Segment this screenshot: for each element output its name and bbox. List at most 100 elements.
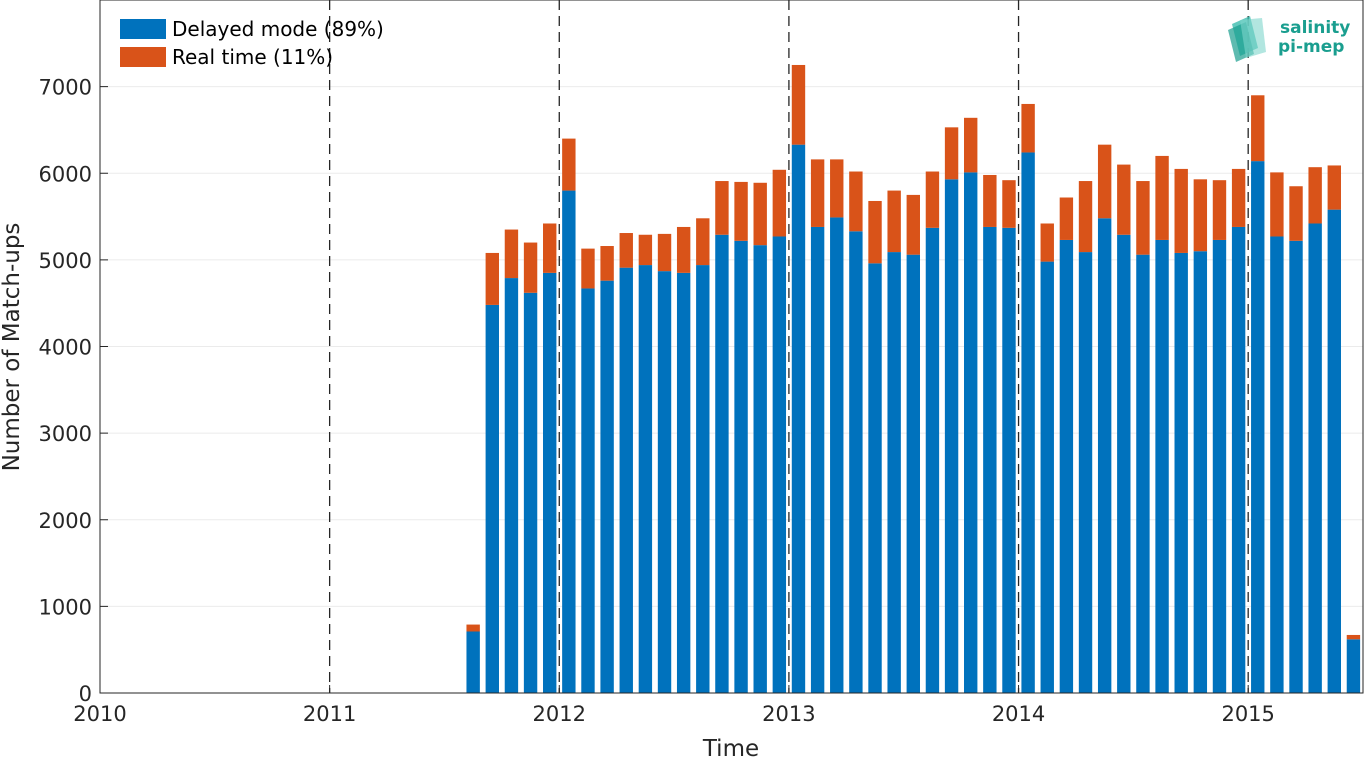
bar-delayed-mode [1117,234,1131,693]
bar-real-time [868,200,882,264]
bar-delayed-mode [562,190,576,693]
bar-delayed-mode [1002,227,1016,694]
legend-swatch-realtime [120,47,166,67]
legend-label-delayed: Delayed mode (89%) [172,17,384,41]
bar-delayed-mode [466,631,480,693]
bar-delayed-mode [944,179,959,694]
bar-real-time [1289,186,1303,241]
bar-delayed-mode [964,172,978,694]
x-tick-label: 2011 [303,702,356,726]
x-tick-label: 2012 [533,702,586,726]
logo-text-line1: salinity [1280,18,1350,38]
bar-delayed-mode [772,236,787,693]
y-tick-label: 5000 [39,249,92,273]
bar-real-time [753,182,767,246]
bar-delayed-mode [600,280,614,693]
bar-real-time [734,181,748,241]
bar-real-time [1308,167,1322,224]
bar-delayed-mode [983,226,997,693]
year-boundary-lines [328,0,1249,693]
bar-real-time [715,181,729,235]
bar-delayed-mode [868,263,882,693]
bar-delayed-mode [1251,161,1265,693]
logo-mark-icon [1228,16,1266,62]
bar-real-time [562,138,576,191]
y-tick-label: 7000 [39,76,92,100]
bar-real-time [1346,634,1361,640]
bar-real-time [619,233,633,268]
x-axis-title: Time [702,736,759,758]
bar-delayed-mode [1136,254,1150,694]
bar-delayed-mode [543,272,557,693]
bar-real-time [772,169,787,237]
bar-delayed-mode [1155,239,1169,694]
x-tick-labels: 2010 2011 2012 2013 2014 2015 [73,685,1275,726]
legend-label-realtime: Real time (11%) [172,45,333,69]
bar-real-time [1174,168,1188,253]
bar-real-time [638,234,653,266]
bar-real-time [983,174,997,227]
x-tick-label: 2014 [992,702,1045,726]
bar-delayed-mode [1040,261,1054,693]
bar-delayed-mode [676,272,691,693]
bar-real-time [1270,172,1284,237]
bar-delayed-mode [1021,152,1035,693]
bar-real-time [466,624,480,632]
bar-delayed-mode [1308,223,1322,693]
y-tick-label: 0 [79,682,92,706]
x-tick-label: 2013 [762,702,815,726]
bar-real-time [543,223,557,273]
bar-real-time [485,252,499,305]
bar-real-time [1136,181,1150,255]
bar-delayed-mode [1193,251,1208,693]
bar-delayed-mode [581,288,595,693]
bar-real-time [581,248,595,289]
bar-delayed-mode [830,217,844,693]
legend: Delayed mode (89%) Real time (11%) [120,17,384,69]
bar-delayed-mode [657,271,672,693]
bar-real-time [1212,180,1227,240]
bar-delayed-mode [504,278,519,693]
salinity-pi-mep-logo: salinity pi-mep [1228,16,1350,62]
bar-delayed-mode [753,245,767,693]
bar-delayed-mode [696,265,710,693]
bar-delayed-mode [1078,252,1093,694]
bar-real-time [1078,181,1093,253]
bar-real-time [1155,155,1169,240]
bar-delayed-mode [1231,226,1246,693]
y-tick-labels: 0 1000 2000 3000 4000 5000 6000 7000 [39,76,108,706]
bar-real-time [944,127,959,180]
bar-delayed-mode [791,144,806,693]
y-tick-label: 6000 [39,162,92,186]
y-axis-title: Number of Match-ups [0,223,25,472]
bar-real-time [1231,168,1246,227]
y-tick-label: 1000 [39,595,92,619]
bar-real-time [676,226,691,273]
bar-delayed-mode [619,267,633,693]
x-tick-label: 2010 [73,702,126,726]
bar-real-time [696,218,710,266]
legend-swatch-delayed [120,19,166,39]
bar-real-time [964,117,978,173]
bar-real-time [810,159,825,227]
bar-delayed-mode [638,265,653,693]
bar-real-time [849,171,863,232]
bar-real-time [1117,164,1131,235]
bar-real-time [1193,179,1208,252]
logo-text-line2: pi-mep [1278,37,1344,57]
bar-delayed-mode [887,252,901,694]
bar-real-time [657,233,672,272]
bar-real-time [600,246,614,281]
y-tick-label: 4000 [39,336,92,360]
bar-delayed-mode [715,234,729,693]
y-tick-label: 3000 [39,422,92,446]
bar-delayed-mode [849,231,863,693]
bar-real-time [523,242,538,293]
bar-delayed-mode [523,292,538,693]
bar-real-time [925,171,940,228]
bar-real-time [1251,95,1265,162]
bar-delayed-mode [906,254,920,694]
bar-real-time [906,194,920,255]
bar-delayed-mode [1059,239,1074,694]
bar-delayed-mode [1174,252,1188,693]
